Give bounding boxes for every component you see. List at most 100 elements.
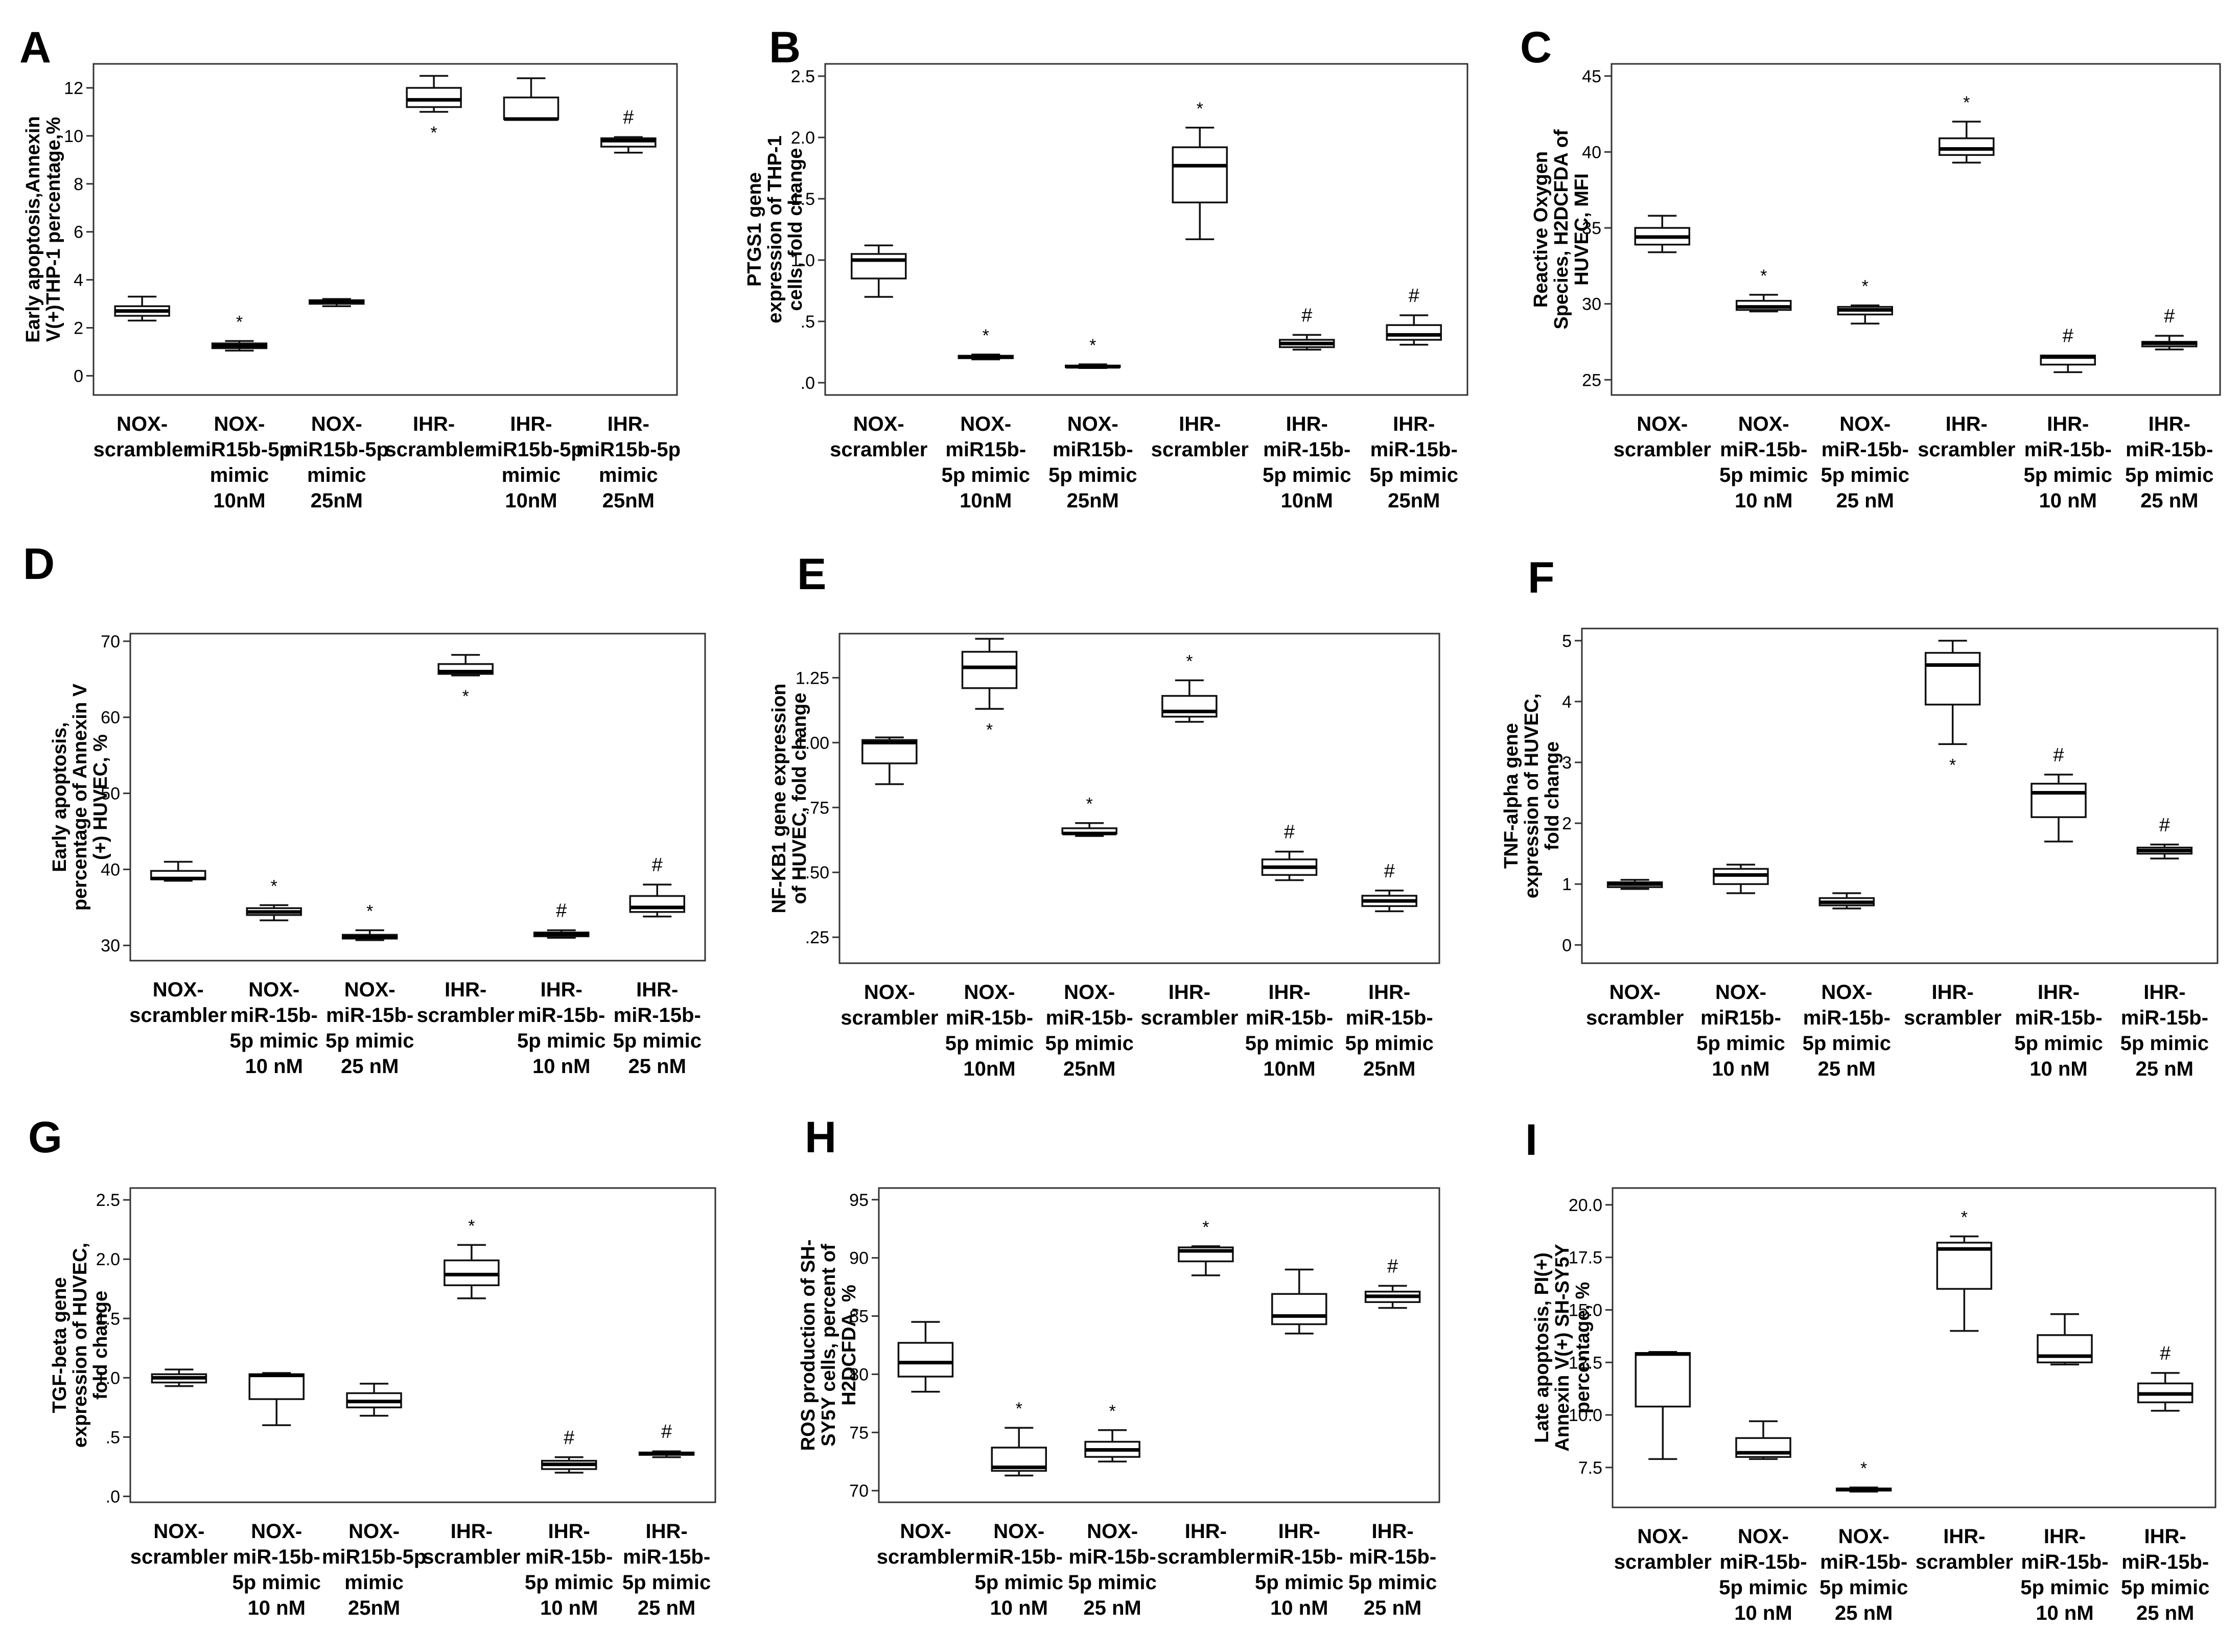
iqr-box — [1924, 652, 1981, 706]
significance-mark: * — [1862, 277, 1869, 296]
box-5: # — [1261, 822, 1318, 881]
box-2: * — [246, 876, 302, 921]
y-axis-label: NF-KB1 gene expressionof HUVEC, fold cha… — [768, 684, 810, 914]
box-6: # — [2141, 306, 2198, 351]
box-3 — [346, 1383, 402, 1417]
y-tick-label: 4 — [1562, 692, 1572, 712]
box-2: * — [1736, 266, 1792, 313]
y-axis-label: Late apoptosis, PI(+)Annexin V(+) SH-SY5… — [1531, 1244, 1594, 1451]
category-label: NOX-miR-15b-5p mimic 10 nM — [975, 1520, 1063, 1619]
significance-mark: # — [556, 900, 567, 921]
significance-mark: # — [1284, 822, 1295, 843]
y-tick-label: 45 — [1582, 67, 1601, 86]
plot-frame — [838, 633, 1440, 964]
significance-mark: # — [2053, 744, 2064, 766]
y-tick-label: 5 — [1562, 632, 1572, 651]
category-label: NOX-miR-15b-5p mimic 25 nM — [1819, 1525, 1908, 1624]
iqr-box — [629, 895, 685, 913]
iqr-box — [2037, 1334, 2093, 1364]
category-label: IHR-miR-15b-5p mimic 25nM — [1345, 981, 1433, 1080]
panel-letter: I — [1525, 1115, 1537, 1165]
significance-mark: * — [1016, 1399, 1022, 1418]
box-5: # — [2031, 744, 2087, 843]
y-tick-label: .25 — [805, 928, 829, 947]
category-label: IHR-scrambler — [385, 413, 483, 461]
y-axis-label: PTGS1 geneexpression of THP-1cells, fold… — [744, 135, 806, 323]
iqr-box — [1939, 137, 1995, 156]
category-label: IHR-scrambler — [423, 1520, 520, 1568]
significance-mark: * — [1860, 1459, 1867, 1478]
y-tick-label: 0 — [1562, 936, 1572, 955]
significance-mark: # — [2160, 1343, 2171, 1364]
y-tick-label: .0 — [801, 374, 815, 393]
chart-panel-f: F 0 1 2 3 4 5 TNF-alpha geneexpression of HUVEC… — [1501, 553, 2219, 1080]
y-tick-label: 2.5 — [96, 1191, 120, 1210]
y-tick-label: 2 — [1562, 814, 1572, 833]
box-1 — [1634, 215, 1690, 253]
y-tick-label: 20.0 — [1569, 1196, 1602, 1215]
y-tick-label: 25 — [1582, 370, 1601, 390]
iqr-box — [1386, 324, 1442, 341]
category-label: NOX-miR15b-5p mimic 10nM — [187, 413, 292, 512]
significance-mark: * — [1949, 755, 1956, 775]
panel-letter: G — [28, 1113, 62, 1162]
box-3: * — [1084, 1402, 1140, 1463]
box-1 — [1635, 1351, 1691, 1460]
significance-mark: * — [983, 326, 989, 345]
category-label: NOX-scrambler — [129, 979, 227, 1027]
significance-mark: * — [1186, 652, 1193, 671]
category-label: IHR-miR-15b-5p mimic 10 nM — [2024, 413, 2112, 512]
box-4: * — [1924, 640, 1981, 775]
category-label: NOX-miR-15b-5p mimic 10 nM — [230, 979, 318, 1078]
y-axis-label: TGF-beta geneexpression of HUVEC,fold ch… — [49, 1243, 111, 1448]
y-tick-label: 40 — [1582, 143, 1601, 162]
category-label: NOX-miR-15b-5p mimic 10nM — [945, 981, 1034, 1080]
significance-mark: # — [1387, 1255, 1398, 1277]
y-tick-label: 2 — [74, 319, 83, 338]
box-4: * — [406, 75, 462, 143]
y-tick-label: 3 — [1562, 753, 1572, 773]
category-label: NOX-miR-15b-5p mimic 25 nM — [1821, 413, 1909, 512]
y-tick-label: .50 — [805, 863, 829, 882]
iqr-box — [897, 1342, 954, 1378]
y-tick-label: 1.0 — [791, 251, 815, 270]
box-1 — [151, 1368, 207, 1387]
box-6: # — [600, 107, 657, 154]
category-label: IHR-scrambler — [417, 979, 515, 1027]
y-tick-label: 12.5 — [1569, 1353, 1602, 1372]
iqr-box — [1172, 146, 1228, 203]
significance-mark: * — [1089, 336, 1096, 355]
category-label: IHR-scrambler — [1904, 981, 2001, 1029]
y-tick-label: 75 — [849, 1423, 869, 1442]
panel-letter: E — [797, 550, 826, 599]
category-label: NOX-scrambler — [130, 1520, 228, 1568]
category-label: IHR-miR-15b-5p mimic 25 nM — [2125, 413, 2213, 512]
category-label: IHR-miR-15b-5p mimic 10 nM — [2014, 981, 2103, 1080]
box-5 — [503, 77, 559, 121]
category-label: NOX-scrambler — [830, 413, 927, 461]
y-tick-label: 2.5 — [791, 67, 815, 86]
iqr-box — [1161, 695, 1218, 718]
category-label: NOX-miR-15b-5p mimic 10 nM — [232, 1520, 321, 1619]
significance-mark: # — [2164, 306, 2175, 327]
box-3: * — [342, 901, 398, 941]
box-1 — [114, 295, 170, 322]
y-tick-label: 1.00 — [796, 733, 829, 753]
box-4: * — [444, 1216, 500, 1299]
iqr-box — [851, 253, 907, 280]
category-label: NOX-miR-15b-5p mimic 25 nM — [1068, 1520, 1156, 1619]
category-label: NOX-scrambler — [877, 1520, 974, 1568]
category-label: NOX-miR-15b-5p mimic 25 nM — [325, 979, 414, 1078]
y-tick-label: 12 — [64, 79, 83, 98]
box-1 — [150, 860, 206, 882]
box-4: * — [1178, 1218, 1234, 1276]
significance-mark: * — [1760, 266, 1767, 286]
box-1 — [897, 1321, 954, 1393]
panel-letter: A — [19, 23, 51, 72]
category-label: NOX-scrambler — [1614, 1525, 1712, 1573]
plot-frame — [129, 1187, 716, 1503]
y-tick-label: 1.25 — [796, 668, 829, 688]
y-axis-label: Reactive OxygenSpecies, H2DCFDA ofHUVEC,… — [1530, 129, 1593, 330]
